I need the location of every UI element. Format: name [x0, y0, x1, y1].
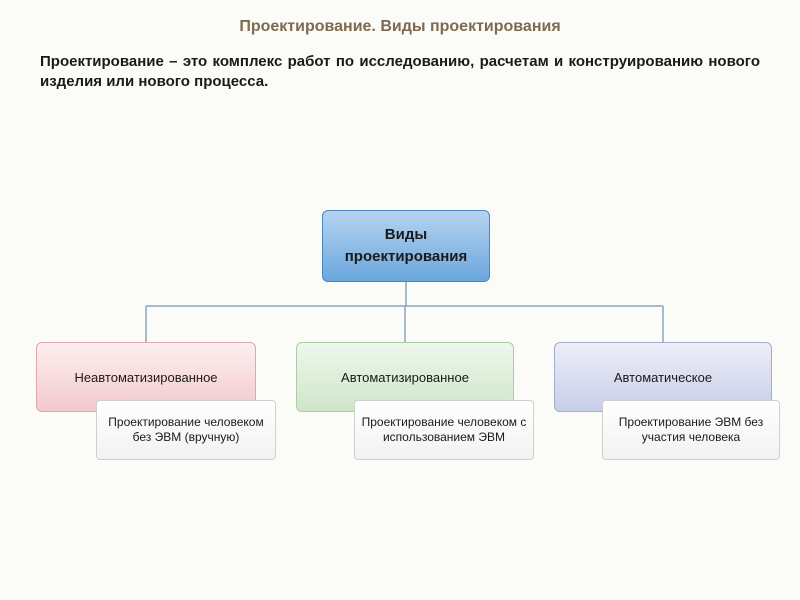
root-node: Виды проектирования	[322, 210, 490, 282]
slide-title: Проектирование. Виды проектирования	[40, 18, 760, 36]
desc-node-2: Проектирование ЭВМ без участия человека	[602, 400, 780, 460]
root-line1: Виды	[323, 224, 489, 247]
slide: Проектирование. Виды проектирования Прое…	[0, 0, 800, 600]
category-label-0: Неавтоматизированное	[74, 370, 217, 385]
category-label-1: Автоматизированное	[341, 370, 469, 385]
desc-node-1: Проектирование человеком с использование…	[354, 400, 534, 460]
desc-node-0: Проектирование человеком без ЭВМ (вручну…	[96, 400, 276, 460]
definition-text: Проектирование – это комплекс работ по и…	[40, 52, 760, 93]
desc-text-1: Проектирование человеком с использование…	[361, 415, 527, 445]
root-line2: проектирования	[323, 246, 489, 269]
desc-text-2: Проектирование ЭВМ без участия человека	[609, 415, 773, 445]
desc-text-0: Проектирование человеком без ЭВМ (вручну…	[103, 415, 269, 445]
category-label-2: Автоматическое	[614, 370, 712, 385]
